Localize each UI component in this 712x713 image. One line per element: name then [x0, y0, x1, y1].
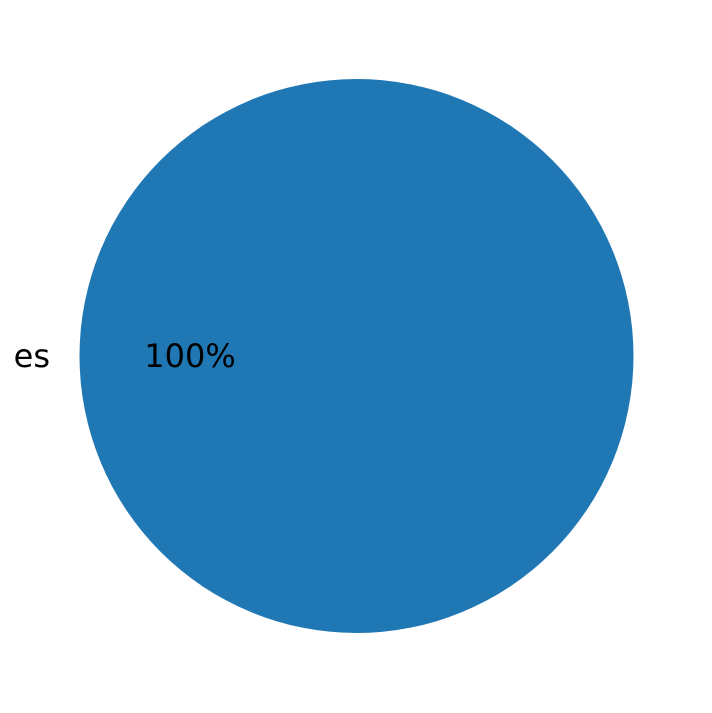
pie-slice-es — [79, 79, 634, 633]
slice-percent-label: 100% — [144, 337, 235, 375]
slice-label: es — [14, 337, 50, 375]
